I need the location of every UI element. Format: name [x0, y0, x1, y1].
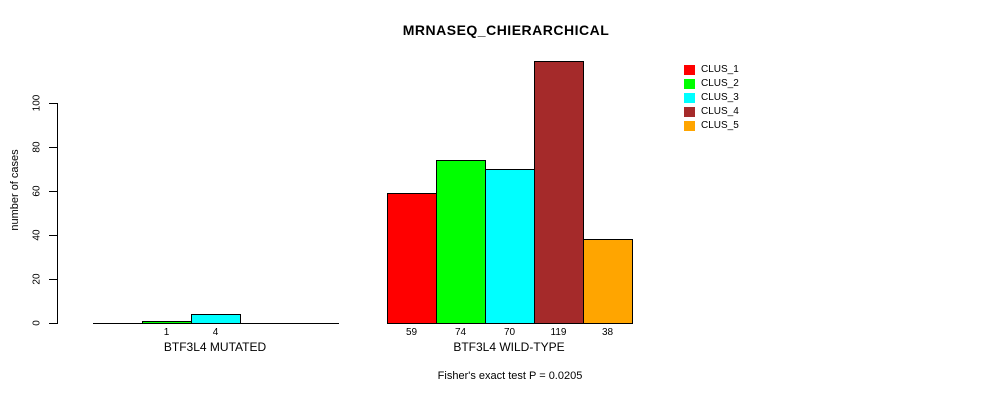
bar-value-label: 4	[212, 327, 219, 338]
y-axis-tick	[49, 279, 57, 280]
legend-item: CLUS_5	[684, 119, 739, 133]
bar-clus_5-group1	[583, 239, 633, 324]
y-axis-tick-label: 40	[31, 229, 43, 241]
legend-item: CLUS_4	[684, 105, 739, 119]
y-axis-tick	[49, 147, 57, 148]
bar-clus_1-group1	[387, 193, 437, 324]
legend-item: CLUS_1	[684, 63, 739, 77]
legend-swatch-icon	[684, 107, 695, 117]
y-axis-tick	[49, 191, 57, 192]
bar-value-label: 74	[454, 327, 467, 338]
bar-value-label: 70	[503, 327, 516, 338]
bar-value-label: 38	[601, 327, 614, 338]
legend-swatch-icon	[684, 93, 695, 103]
y-axis-tick-label: 0	[31, 320, 43, 326]
y-axis-tick	[49, 103, 57, 104]
legend-item-label: CLUS_4	[701, 106, 739, 117]
bar-clus_3-group0	[191, 314, 241, 324]
chart-title: MRNASEQ_CHIERARCHICAL	[402, 22, 610, 38]
y-axis-tick-label: 20	[31, 273, 43, 285]
legend-swatch-icon	[684, 65, 695, 75]
group-label-mutated: BTF3L4 MUTATED	[163, 340, 267, 354]
legend: CLUS_1 CLUS_2 CLUS_3 CLUS_4 CLUS_5	[684, 63, 739, 133]
y-axis-tick	[49, 235, 57, 236]
bar-value-label: 59	[405, 327, 418, 338]
y-axis-tick-label: 60	[31, 185, 43, 197]
legend-swatch-icon	[684, 79, 695, 89]
legend-swatch-icon	[684, 121, 695, 131]
y-axis-label: number of cases	[9, 149, 21, 231]
bar-clus_4-group1	[534, 61, 584, 324]
legend-item-label: CLUS_2	[701, 78, 739, 89]
bar-value-label: 1	[163, 327, 170, 338]
bar-clus_2-group0	[142, 321, 192, 324]
y-axis-tick	[49, 323, 57, 324]
bar-value-label: 119	[550, 327, 567, 338]
bar-clus_2-group1	[436, 160, 486, 324]
y-axis-line	[57, 103, 58, 324]
legend-item: CLUS_3	[684, 91, 739, 105]
stats-annotation: Fisher's exact test P = 0.0205	[437, 370, 583, 382]
legend-item: CLUS_2	[684, 77, 739, 91]
group-label-wildtype: BTF3L4 WILD-TYPE	[453, 340, 565, 354]
y-axis-tick-label: 80	[31, 141, 43, 153]
legend-item-label: CLUS_1	[701, 64, 739, 75]
bar-clus_3-group1	[485, 169, 535, 324]
y-axis-tick-label: 100	[31, 94, 43, 112]
legend-item-label: CLUS_3	[701, 92, 739, 103]
legend-item-label: CLUS_5	[701, 120, 739, 131]
